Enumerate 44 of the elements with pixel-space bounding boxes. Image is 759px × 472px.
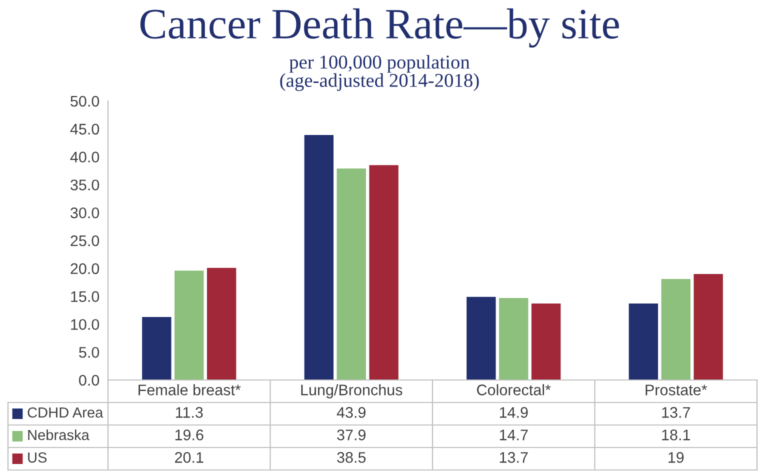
- data-label: 13.7: [500, 452, 528, 463]
- data-label: 38.5: [337, 452, 366, 463]
- chart-subtitle: per 100,000 population (age-adjusted 2014-2018): [280, 55, 479, 91]
- data-label: 13.7: [662, 407, 690, 418]
- data-label: 19: [668, 452, 684, 463]
- bar: [499, 298, 528, 380]
- y-tick-label: 5.0: [79, 346, 100, 358]
- bar: [304, 135, 334, 380]
- bar: [466, 296, 496, 380]
- y-tick-label: 35.0: [70, 180, 100, 190]
- data-label: 14.7: [500, 430, 528, 440]
- bar: [694, 274, 723, 380]
- y-tick-label: 30.0: [70, 207, 100, 218]
- x-tick-label: Female breast*: [138, 384, 241, 396]
- data-label: 20.1: [175, 452, 204, 463]
- legend-label: CDHD Area: [28, 407, 104, 418]
- data-label: 19.6: [175, 430, 204, 440]
- y-tick-label: 50.0: [70, 96, 100, 107]
- y-tick-label: 10.0: [71, 319, 100, 330]
- y-tick-label: 0.0: [79, 374, 100, 386]
- y-tick-label: 45.0: [70, 124, 100, 135]
- data-label: 18.1: [662, 430, 690, 440]
- legend-label: Nebraska: [28, 429, 90, 440]
- bar: [206, 268, 236, 380]
- legend-label: US: [28, 452, 47, 463]
- data-label: 43.9: [336, 407, 366, 418]
- x-tick-label: Lung/Bronchus: [301, 384, 402, 398]
- y-tick-label: 25.0: [70, 235, 100, 246]
- y-tick-label: 15.0: [71, 291, 100, 302]
- y-tick-label: 20.0: [70, 263, 100, 274]
- bar: [142, 316, 172, 380]
- y-tick-label: 40.0: [70, 152, 100, 162]
- bar: [174, 270, 204, 380]
- bar: [661, 279, 690, 380]
- bar: [369, 165, 398, 380]
- data-label: 37.9: [337, 430, 366, 440]
- chart-title: Cancer Death Rate—by site: [140, 8, 619, 48]
- bar: [336, 168, 366, 380]
- bar: [531, 304, 561, 380]
- bar: [628, 304, 658, 380]
- x-tick-label: Prostate*: [646, 384, 708, 396]
- x-tick-label: Colorectal*: [477, 384, 551, 396]
- data-label: 11.3: [176, 407, 203, 418]
- data-label: 14.9: [500, 407, 528, 418]
